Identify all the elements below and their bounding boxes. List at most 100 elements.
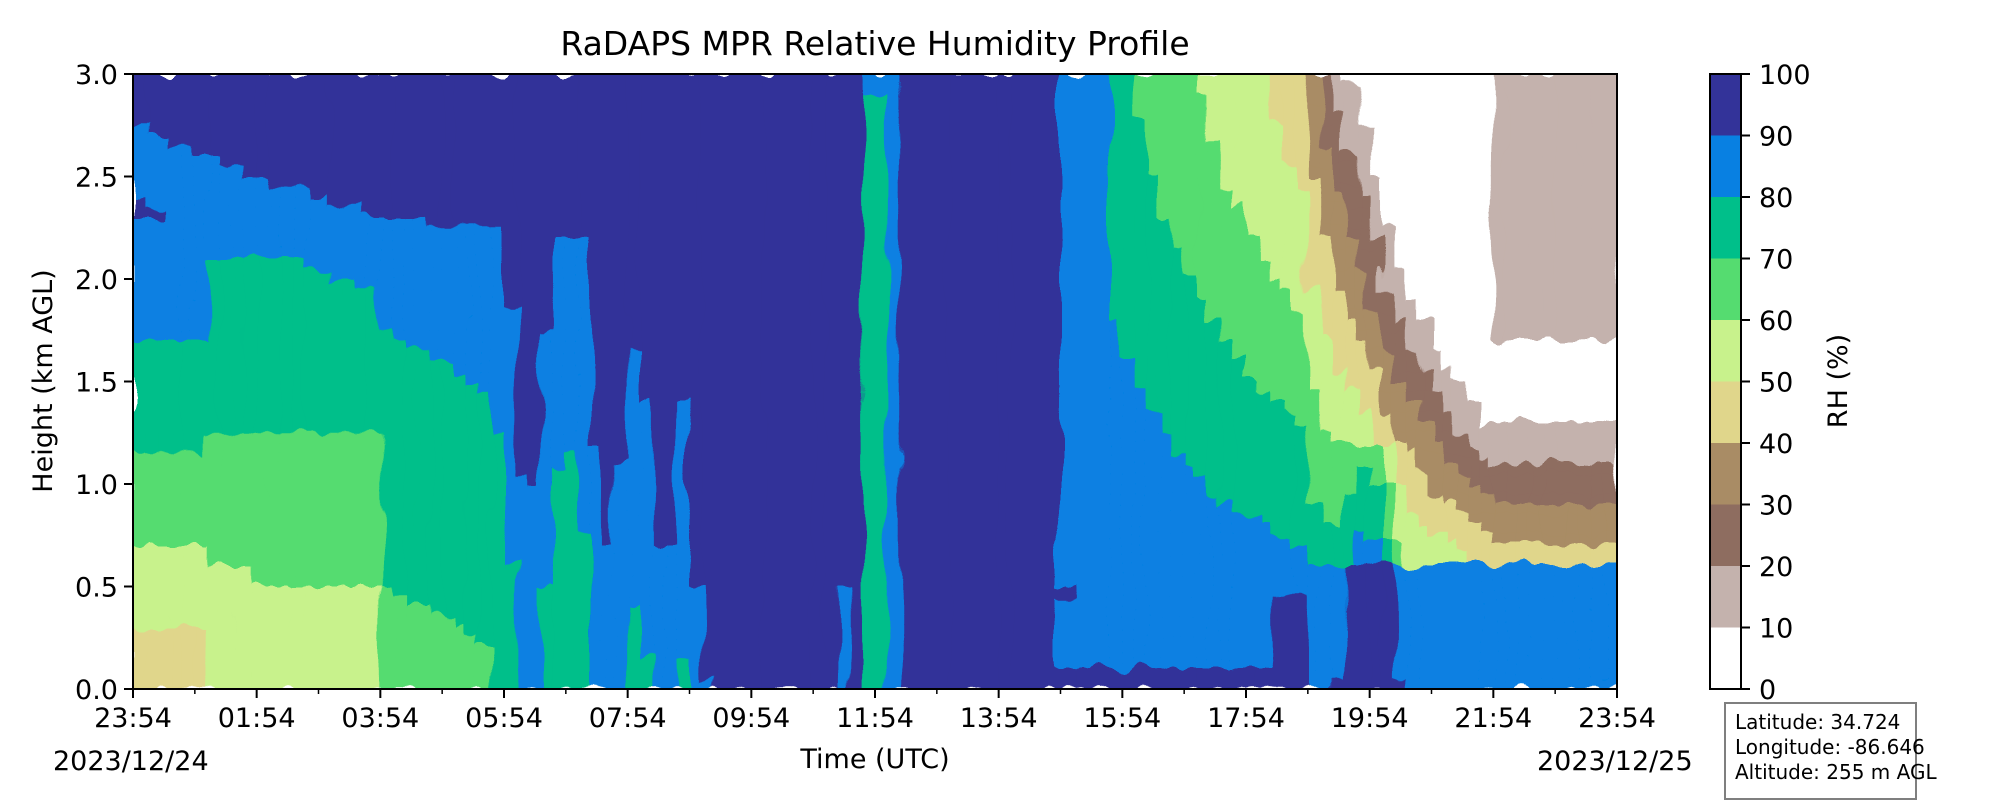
rh-cell — [886, 206, 901, 219]
rh-cell — [169, 524, 184, 536]
rh-cell — [441, 278, 456, 290]
rh-cell — [231, 524, 245, 536]
rh-cell — [651, 83, 666, 96]
rh-cell — [552, 627, 567, 639]
rh-cell — [1010, 165, 1025, 178]
rh-cell — [416, 493, 431, 506]
rh-cell — [1010, 104, 1025, 116]
rh-cell — [1084, 299, 1099, 311]
rh-cell — [454, 627, 468, 639]
rh-cell — [466, 534, 480, 547]
rh-cell — [713, 422, 728, 434]
rh-cell — [701, 155, 715, 167]
rh-cell — [256, 258, 270, 270]
rh-cell — [961, 114, 975, 126]
rh-cell — [726, 319, 740, 331]
rh-cell — [194, 596, 208, 608]
rh-cell — [825, 565, 839, 577]
rh-cell — [515, 74, 530, 85]
rh-cell — [961, 442, 975, 454]
rh-cell — [1060, 237, 1074, 249]
rh-cell — [837, 483, 851, 495]
rh-cell — [528, 176, 542, 188]
rh-cell — [627, 483, 641, 495]
rh-cell — [503, 391, 518, 403]
rh-cell — [614, 524, 629, 536]
rh-cell — [429, 340, 443, 352]
rh-cell — [787, 217, 802, 229]
rh-cell — [416, 309, 431, 321]
rh-cell — [577, 657, 592, 670]
rh-cell — [466, 227, 480, 239]
rh-cell — [627, 678, 641, 689]
rh-cell — [429, 309, 443, 321]
rh-cell — [540, 196, 555, 208]
rh-cell — [256, 278, 270, 290]
rh-cell — [849, 473, 864, 485]
rh-cell — [318, 411, 332, 424]
rh-cell — [1134, 186, 1148, 198]
rh-cell — [1121, 196, 1136, 208]
rh-cell — [923, 329, 938, 342]
rh-cell — [565, 237, 579, 249]
rh-cell — [651, 360, 666, 372]
rh-cell — [416, 94, 431, 106]
rh-cell — [1121, 217, 1136, 229]
rh-cell — [651, 104, 666, 116]
rh-cell — [379, 299, 394, 311]
rh-cell — [194, 329, 208, 342]
rh-cell — [157, 165, 171, 178]
rh-cell — [169, 114, 184, 126]
rh-cell — [1146, 575, 1161, 588]
rh-cell — [936, 196, 950, 208]
rh-cell — [1109, 227, 1124, 239]
rh-cell — [886, 165, 901, 178]
rh-cell — [1010, 586, 1025, 598]
rh-cell — [206, 278, 221, 290]
rh-cell — [726, 411, 740, 424]
rh-cell — [367, 401, 382, 413]
rh-cell — [1022, 370, 1037, 383]
rh-cell — [243, 627, 258, 639]
rh-cell — [318, 288, 332, 301]
rh-cell — [849, 104, 864, 116]
rh-cell — [133, 637, 147, 649]
rh-cell — [775, 381, 790, 393]
rh-cell — [800, 637, 814, 649]
rh-cell — [701, 104, 715, 116]
rh-cell — [923, 647, 938, 659]
rh-cell — [466, 493, 480, 506]
rh-cell — [503, 124, 518, 137]
rh-cell — [614, 432, 629, 444]
rh-cell — [404, 227, 419, 239]
rh-cell — [280, 83, 295, 96]
rh-cell — [750, 442, 765, 454]
rh-cell — [355, 514, 369, 526]
rh-cell — [243, 606, 258, 618]
rh-cell — [1035, 627, 1049, 639]
rh-cell — [181, 637, 196, 649]
rh-cell — [1022, 401, 1037, 413]
rh-cell — [738, 678, 753, 689]
rh-cell — [540, 114, 555, 126]
rh-cell — [429, 104, 443, 116]
rh-cell — [985, 268, 1000, 280]
rh-cell — [367, 514, 382, 526]
rh-cell — [787, 422, 802, 434]
rh-cell — [367, 360, 382, 372]
rh-cell — [441, 319, 456, 331]
rh-cell — [602, 247, 616, 260]
rh-cell — [1060, 545, 1074, 557]
rh-cell — [936, 104, 950, 116]
rh-cell — [985, 586, 1000, 598]
rh-cell — [874, 350, 889, 362]
rh-cell — [639, 176, 654, 188]
rh-cell — [973, 360, 987, 372]
rh-cell — [849, 329, 864, 342]
rh-cell — [280, 350, 295, 362]
rh-cell — [961, 258, 975, 270]
rh-cell — [1047, 514, 1062, 526]
rh-cell — [1035, 432, 1049, 444]
rh-cell — [1047, 309, 1062, 321]
rh-cell — [280, 514, 295, 526]
